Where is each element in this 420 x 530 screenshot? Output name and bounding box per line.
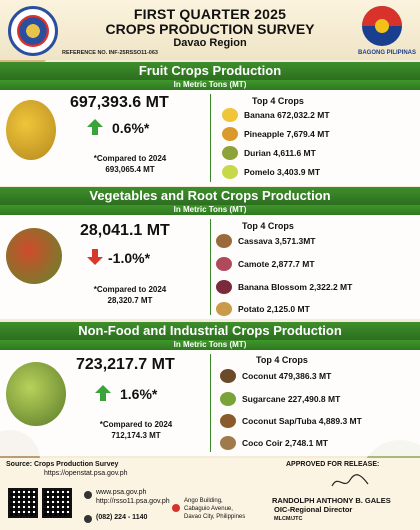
section-unit-fruit: In Metric Tons (MT) bbox=[0, 80, 420, 90]
potato-icon bbox=[216, 302, 232, 316]
approved-label: APPROVED FOR RELEASE: bbox=[286, 461, 380, 468]
signatory-position: OIC-Regional Director bbox=[274, 505, 353, 514]
qr-code bbox=[8, 488, 38, 518]
location-pin-icon bbox=[172, 504, 180, 512]
vegetables-top4-label: Top 4 Crops bbox=[242, 221, 294, 231]
crop-item: Coconut 479,386.3 MT bbox=[220, 369, 331, 383]
globe-icon bbox=[84, 491, 92, 499]
vegetables-illustration bbox=[6, 228, 62, 284]
camote-icon bbox=[216, 257, 232, 271]
pineapple-icon bbox=[222, 127, 238, 141]
footer: Source: Crops Production Survey https://… bbox=[0, 458, 420, 530]
nonfood-total: 723,217.7 MT bbox=[76, 356, 175, 373]
divider bbox=[210, 219, 211, 315]
banana-icon bbox=[222, 108, 238, 122]
fruit-total: 697,393.6 MT bbox=[70, 94, 169, 111]
signature bbox=[331, 474, 369, 487]
fruit-compare-value: 693,065.4 MT bbox=[105, 165, 155, 174]
vegetables-change: -1.0%* bbox=[108, 250, 151, 266]
crop-item: Cassava 3,571.3MT bbox=[216, 234, 316, 248]
psa-seal-logo bbox=[8, 6, 58, 56]
coco-coir-icon bbox=[220, 436, 236, 450]
website-link[interactable]: http://rsso11.psa.gov.ph bbox=[96, 498, 170, 505]
crop-item: Banana 672,032.2 MT bbox=[222, 108, 330, 122]
crop-item: Camote 2,877.7 MT bbox=[216, 257, 315, 271]
up-arrow-icon bbox=[87, 119, 103, 135]
reference-number: REFERENCE NO. INF-25RSSO11-063 bbox=[62, 50, 158, 56]
coconut-sap-icon bbox=[220, 414, 236, 428]
divider bbox=[210, 354, 211, 452]
nonfood-change: 1.6%* bbox=[120, 386, 158, 402]
sugarcane-icon bbox=[220, 392, 236, 406]
address-line: Cabaguio Avenue, bbox=[184, 506, 233, 512]
pomelo-icon bbox=[222, 165, 238, 179]
region-subtitle: Davao Region bbox=[173, 37, 247, 49]
qr-code bbox=[42, 488, 72, 518]
coconut-icon bbox=[220, 369, 236, 383]
crop-item: Pomelo 3,403.9 MT bbox=[222, 165, 320, 179]
initials: MLCM/JTC bbox=[274, 516, 303, 522]
section-title-fruit: Fruit Crops Production bbox=[0, 62, 420, 80]
vegetables-compare-label: *Compared to 2024 bbox=[93, 285, 167, 294]
nonfood-compare-value: 712,174.3 MT bbox=[111, 431, 161, 440]
signatory-name: RANDOLPH ANTHONY B. GALES bbox=[272, 496, 391, 505]
phone-icon bbox=[84, 515, 92, 523]
section-unit-nonfood: In Metric Tons (MT) bbox=[0, 340, 420, 350]
fruit-top4-label: Top 4 Crops bbox=[252, 96, 304, 106]
fruit-change: 0.6%* bbox=[112, 120, 150, 136]
section-title-nonfood: Non-Food and Industrial Crops Production bbox=[0, 322, 420, 340]
page-title-line1: FIRST QUARTER 2025 bbox=[133, 6, 287, 22]
crop-item: Coconut Sap/Tuba 4,889.3 MT bbox=[220, 414, 362, 428]
nonfood-illustration bbox=[6, 362, 66, 426]
bagong-pilipinas-logo bbox=[362, 6, 402, 46]
page-title-line2: CROPS PRODUCTION SURVEY bbox=[105, 21, 315, 37]
section-title-vegetables: Vegetables and Root Crops Production bbox=[0, 187, 420, 205]
divider bbox=[210, 94, 211, 182]
address-line: Davao City, Philippines bbox=[184, 514, 246, 520]
crop-item: Pineapple 7,679.4 MT bbox=[222, 127, 330, 141]
address-line: Ango Building, bbox=[184, 498, 223, 504]
up-arrow-icon bbox=[95, 385, 111, 401]
crop-item: Durian 4,611.6 MT bbox=[222, 146, 316, 160]
phone-number: (082) 224 - 1140 bbox=[96, 514, 148, 521]
source-label: Source: Crops Production Survey bbox=[6, 461, 119, 468]
source-url[interactable]: https://openstat.psa.gov.ph bbox=[44, 470, 128, 477]
down-arrow-icon bbox=[87, 249, 103, 265]
website-link[interactable]: www.psa.gov.ph bbox=[96, 489, 147, 496]
header: BAGONG PILIPINAS FIRST QUARTER 2025 CROP… bbox=[0, 0, 420, 60]
nonfood-top4-label: Top 4 Crops bbox=[256, 355, 308, 365]
crop-item: Sugarcane 227,490.8 MT bbox=[220, 392, 340, 406]
cassava-icon bbox=[216, 234, 232, 248]
crop-item: Potato 2,125.0 MT bbox=[216, 302, 310, 316]
vegetables-compare-value: 28,320.7 MT bbox=[107, 296, 153, 305]
banana-blossom-icon bbox=[216, 280, 232, 294]
nonfood-compare-label: *Compared to 2024 bbox=[99, 420, 173, 429]
crop-item: Coco Coir 2,748.1 MT bbox=[220, 436, 328, 450]
section-unit-vegetables: In Metric Tons (MT) bbox=[0, 205, 420, 215]
crop-item: Banana Blossom 2,322.2 MT bbox=[216, 280, 352, 294]
durian-icon bbox=[222, 146, 238, 160]
vegetables-total: 28,041.1 MT bbox=[80, 222, 170, 239]
fruit-compare-label: *Compared to 2024 bbox=[93, 154, 167, 163]
logo-text: BAGONG PILIPINAS bbox=[357, 50, 416, 56]
fruit-illustration bbox=[6, 100, 56, 160]
